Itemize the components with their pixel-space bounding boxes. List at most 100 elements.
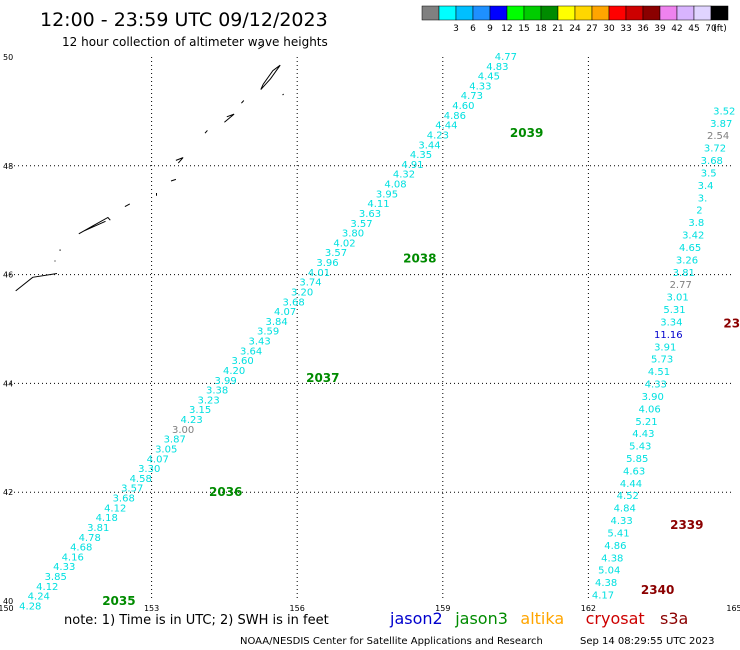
satellite-tracks: 4.284.244.123.854.334.164.684.783.814.18… [19,52,740,612]
legend-swatch [591,5,610,21]
legend-tick-label: 6 [470,24,476,34]
satellite-legend: jason2 jason3 altika cryosat s3a [389,609,688,628]
wave-height-value: 4.18 [96,513,118,524]
wave-height-value: 3.5 [701,169,717,180]
legend-swatch [693,5,712,21]
wave-height-value: 3.74 [299,278,321,289]
island-outline [204,130,208,134]
legend-swatch [506,5,525,21]
legend-tick-label: 21 [552,24,563,34]
island-outline [258,45,264,50]
wave-height-value: 3.81 [673,268,695,279]
wave-height-value: 5.31 [663,305,685,316]
pass-time-label: 2339 [670,518,703,532]
legend-swatch [676,5,695,21]
wave-height-value: 3.87 [710,119,732,130]
wave-height-value: 4.44 [620,479,642,490]
wave-height-value: 5.85 [626,454,648,465]
wave-height-value: 3.8 [688,218,704,229]
wave-height-value: 3.57 [121,484,143,495]
legend-tick-label: 12 [501,24,512,34]
longitude-tick-label: 165 [726,604,740,613]
wave-height-value: 4.68 [70,543,92,554]
wave-height-value: 4.24 [28,592,50,603]
wave-height-value: 4.44 [435,121,457,132]
wave-height-value: 4.20 [223,366,245,377]
longitude-tick-label: 153 [144,604,159,613]
wave-height-value: 4.12 [104,503,126,514]
island-outline [170,178,177,182]
wave-height-value: 3.64 [240,346,262,357]
wave-height-value: 3.52 [713,106,735,117]
wave-height-value: 3.4 [698,181,714,192]
wave-height-value: 4.07 [274,307,296,318]
legend-unit: (ft) [713,24,727,34]
legend-swatch [574,5,593,21]
wave-height-value: 3.59 [257,327,279,338]
satellite-name-s3a: s3a [660,609,688,628]
wave-height-value: 4.63 [623,466,645,477]
wave-height-value: 3.42 [682,231,704,242]
pass-time-label: 2340 [641,583,674,597]
island-outline [321,15,327,20]
legend-swatch [489,5,508,21]
legend-tick-label: 24 [569,24,581,34]
wave-height-value: 3. [698,193,708,204]
wave-height-value: 4.33 [645,380,667,391]
wave-height-value: 3.20 [291,288,313,299]
legend-tick-label: 15 [518,24,529,34]
coastline [15,15,327,292]
wave-height-value: 3.44 [418,140,440,151]
wave-height-value: 4.51 [648,367,670,378]
wave-height-value: 4.78 [79,533,101,544]
lat-lon-grid [6,57,734,601]
wave-height-value: 4.52 [617,491,639,502]
wave-height-value: 5.41 [607,529,629,540]
wave-height-value: 4.60 [452,101,474,112]
longitude-tick-label: 150 [0,604,14,613]
legend-swatch [557,5,576,21]
wave-height-value: 3.57 [350,219,372,230]
wave-height-value: 4.86 [604,541,626,552]
wave-height-value: 5.04 [598,566,620,577]
legend-swatch [472,5,491,21]
track-jason3: 4.284.244.123.854.334.164.684.783.814.18… [19,52,543,612]
latitude-tick-label: 42 [3,488,13,497]
map-title: 12:00 - 23:59 UTC 09/12/2023 [40,9,328,31]
wave-height-value: 4.43 [632,429,654,440]
wave-height-value: 4.86 [444,111,466,122]
wave-height-value: 4.77 [495,52,517,63]
footer-note: note: 1) Time is in UTC; 2) SWH is in fe… [64,613,329,628]
wave-height-value: 4.12 [36,582,58,593]
wave-height-value: 4.16 [62,552,84,563]
wave-height-value: 2.77 [670,280,692,291]
wave-height-value: 4.02 [333,238,355,249]
legend-tick-label: 3 [453,24,459,34]
wave-height-value: 5.21 [635,417,657,428]
pass-time-label: 233 [723,317,740,331]
island-outline [260,64,281,90]
latitude-tick-label: 48 [3,162,13,171]
wave-height-value: 3.26 [676,255,698,266]
satellite-name-cryosat: cryosat [586,609,645,628]
pass-time-label: 2039 [510,126,543,140]
footer: note: 1) Time is in UTC; 2) SWH is in fe… [64,609,714,647]
island-outline [78,216,111,235]
island-outline [282,93,284,96]
latitude-tick-label: 40 [3,597,13,606]
wave-height-value: 4.23 [180,415,202,426]
map-subtitle: 12 hour collection of altimeter wave hei… [62,35,328,49]
wave-height-value: 3.15 [189,405,211,416]
pass-time-label: 2037 [306,371,339,385]
wave-height-value: 3.63 [359,209,381,220]
legend-swatch [540,5,559,21]
legend-tick-label: 18 [535,24,547,34]
wave-height-value: 3.85 [45,572,67,583]
wave-height-value: 3.84 [265,317,287,328]
latitude-tick-label: 50 [3,53,13,62]
island-outline [175,157,184,164]
legend-swatch [659,5,678,21]
pass-time-label: 2038 [403,251,436,265]
satellite-name-altika: altika [520,609,564,628]
